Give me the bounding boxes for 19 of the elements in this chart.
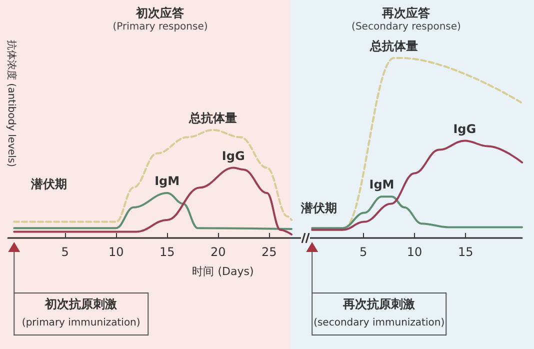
series-label: IgG (453, 122, 476, 136)
series-label: 总抗体量 (369, 38, 418, 53)
series-label: IgM (154, 174, 180, 188)
series-label: IgM (369, 178, 394, 192)
x-tick-label: 15 (159, 245, 175, 259)
x-tick-label: 20 (210, 245, 226, 259)
band-label: 再次应答 (Secondary response) (352, 6, 462, 32)
x-tick-label: 25 (261, 245, 277, 259)
text: 初次抗原刺激 (primary immunization) (22, 297, 140, 328)
series-label: 总抗体量 (188, 110, 237, 125)
series-label: IgG (222, 148, 245, 163)
text: 再次抗原刺激 (secondary immunization) (314, 297, 445, 328)
x-axis-title: 时间 (Days) (192, 265, 254, 278)
x-tick-label: 10 (108, 245, 124, 259)
y-axis-title: 抗体浓度 (antibody levels) (6, 40, 18, 168)
band-label: 初次应答 (Primary response) (112, 6, 208, 32)
annotation: 潜伏期 (300, 201, 338, 215)
annotation: 潜伏期 (30, 177, 68, 191)
x-tick-label: 5 (61, 245, 69, 259)
